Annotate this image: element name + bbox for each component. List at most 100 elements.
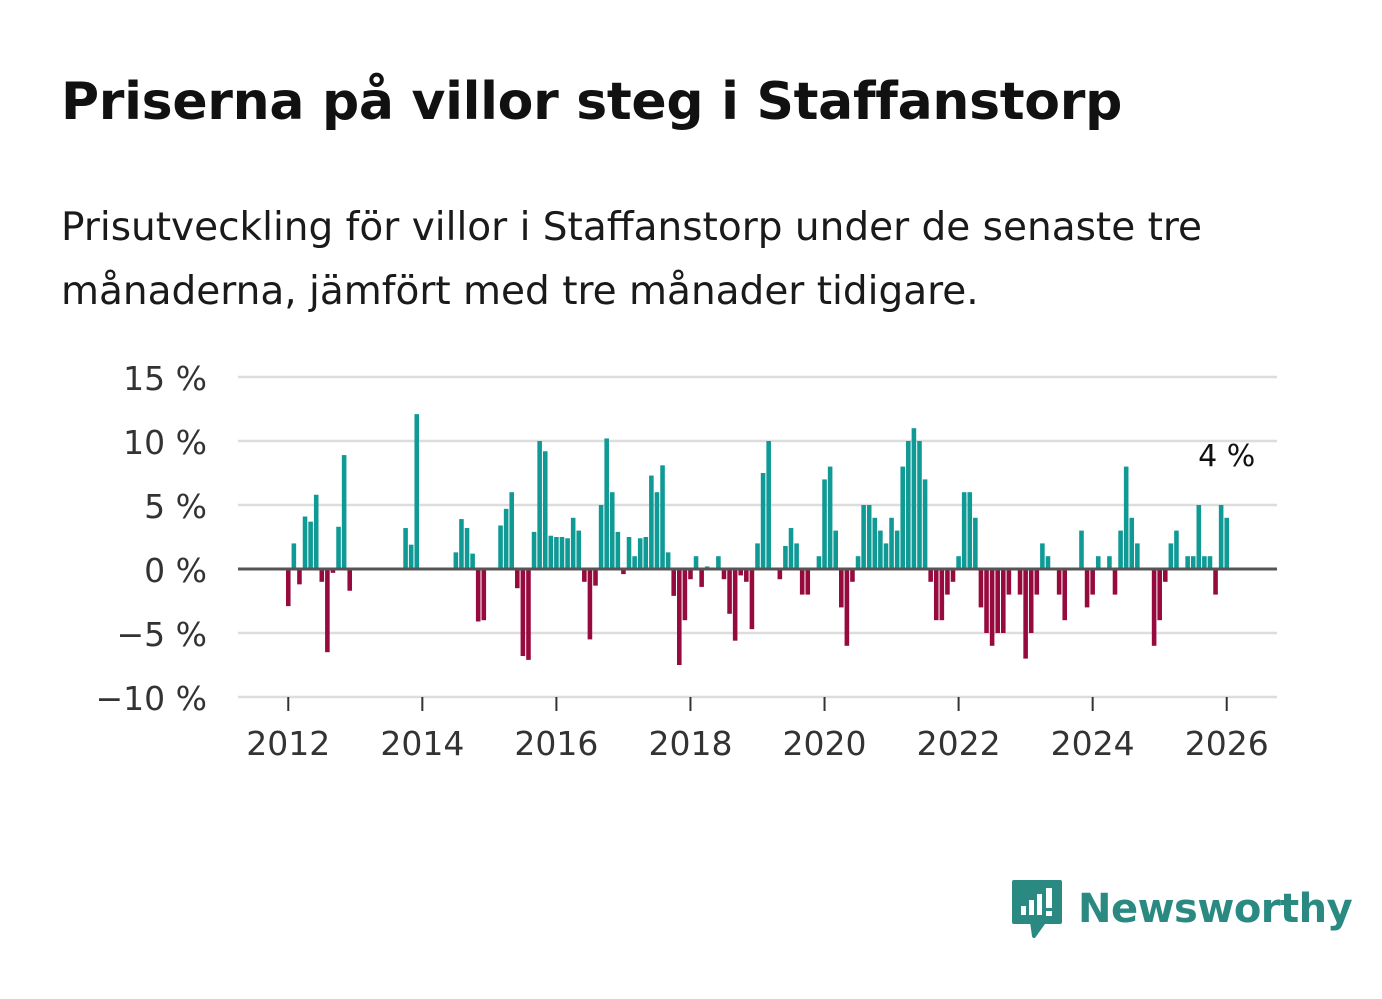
bar [1118,530,1123,569]
y-tick-label: 15 % [123,359,207,398]
bar [721,569,727,580]
bar [1207,556,1213,569]
bar [660,465,665,569]
bar [766,441,771,569]
bar [587,569,593,640]
bar [593,569,598,586]
bar [403,528,408,569]
bar [1213,569,1218,595]
bar [1040,543,1045,569]
bar [1023,569,1028,659]
bar [984,569,989,633]
bar [308,521,313,569]
bar [481,569,487,621]
bar [408,544,414,569]
bar [922,479,928,569]
bar [554,537,559,569]
bar [866,505,872,569]
bar [414,414,420,569]
bars [285,414,1230,665]
bar [615,531,621,569]
bar [559,537,565,569]
bar [816,556,822,569]
bar [1162,569,1168,582]
bar [470,553,475,569]
bar [1107,556,1112,569]
bar [632,556,637,569]
bar [1079,530,1084,569]
bar [1084,569,1090,608]
bar [665,552,671,569]
bar [967,492,973,569]
bar [805,569,811,595]
bar [883,543,889,569]
bar [961,492,967,569]
bar [1174,530,1179,569]
bar [928,569,933,582]
y-axis-ticks: 15 % 10 % 5 % 0 % −5 % −10 % [96,359,208,718]
bar [319,569,325,582]
bar [626,537,632,569]
bar [285,569,291,607]
bar [1190,556,1196,569]
bar [822,479,827,569]
bar [1056,569,1062,595]
bar [827,466,833,569]
x-tick-label: 2020 [783,724,867,763]
bar [933,569,939,621]
bar [688,569,693,580]
bar [889,517,894,569]
bar [598,505,604,569]
bar [347,569,353,591]
bar [945,569,950,595]
bar [693,556,699,569]
newsworthy-logo-icon [1012,880,1062,938]
bar [1218,505,1224,569]
bar [878,530,883,569]
x-tick-label: 2012 [246,724,330,763]
bar [973,517,978,569]
bar [1006,569,1012,595]
bar [453,552,459,569]
bar [1202,556,1207,569]
bar [978,569,984,608]
bar [1112,569,1118,595]
bar [649,475,654,569]
bar [313,494,319,569]
bar [297,569,302,585]
bar [637,538,643,569]
x-tick-label: 2016 [514,724,598,763]
bar [1123,466,1129,569]
bar [643,537,649,569]
bar [1185,556,1190,569]
bar [1001,569,1006,633]
bar [788,528,794,569]
bar [576,530,582,569]
bar [833,530,838,569]
bar [1224,517,1230,569]
bar [621,569,626,575]
y-tick-label: 5 % [144,487,207,526]
bar [1151,569,1157,646]
bar [531,531,537,569]
bar [794,543,799,569]
x-axis-ticks: 2012 2014 2016 2018 2020 2022 2024 2026 [246,697,1269,763]
bar [1028,569,1034,633]
bar [732,569,738,641]
bar [844,569,850,646]
bar [654,492,660,569]
bar [475,569,481,622]
bar [1135,543,1140,569]
bar [894,530,900,569]
bar [464,528,470,569]
chart-title: Priserna på villor steg i Staffanstorp [61,72,1122,132]
bar [760,473,766,569]
bar [917,441,922,569]
bar [570,517,576,569]
bar [542,451,548,569]
annotation: 4 % [1198,439,1255,474]
bar [799,569,805,595]
bar [699,569,704,587]
bar [738,569,744,576]
bar [906,441,911,569]
